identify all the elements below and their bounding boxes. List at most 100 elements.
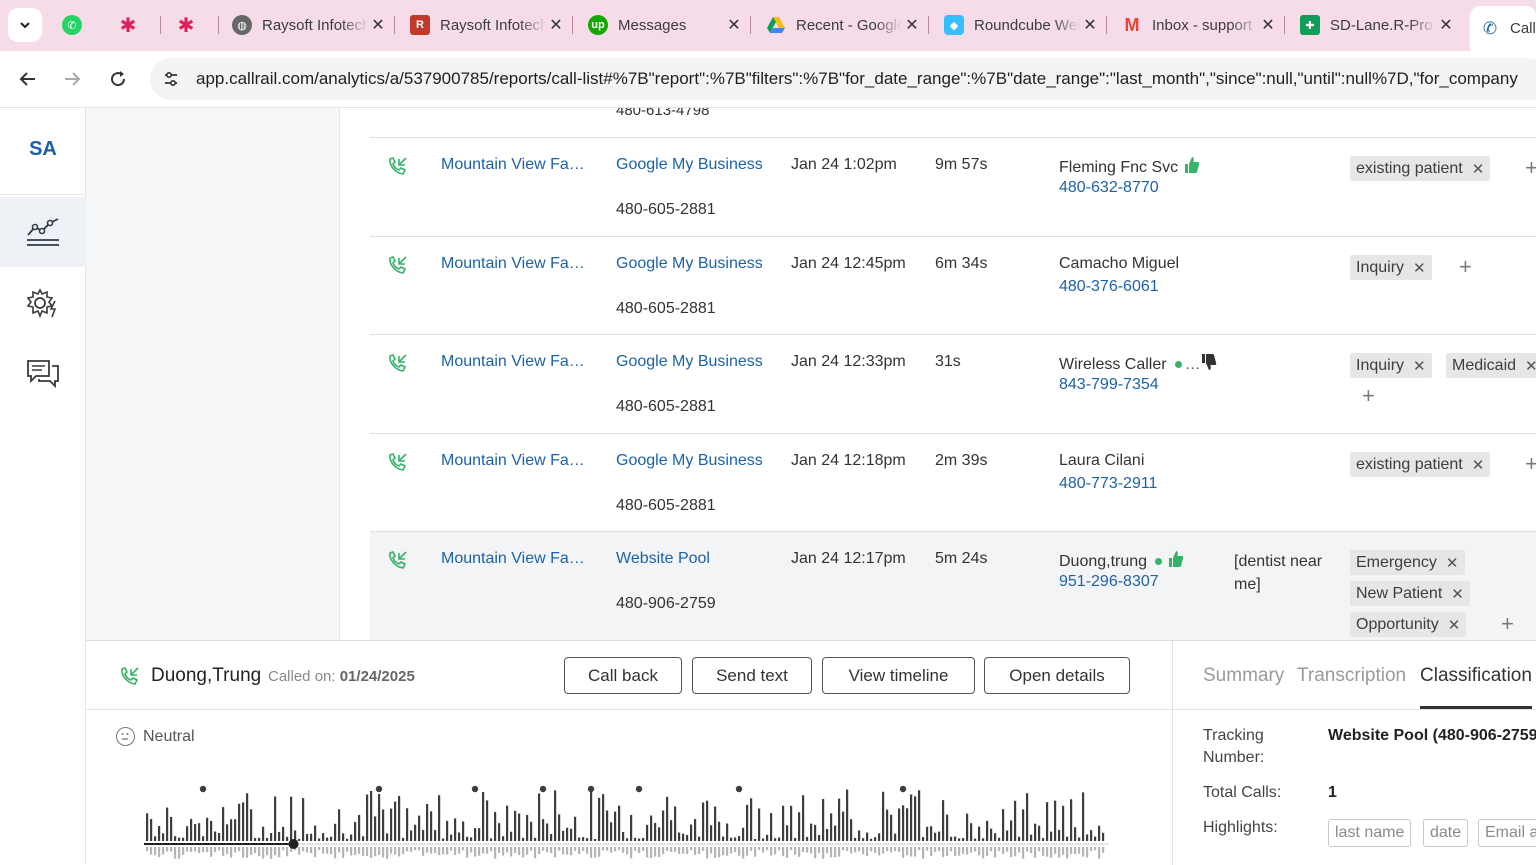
browser-tab[interactable]: ✱ <box>166 8 219 42</box>
source-link[interactable]: Google My Business <box>616 156 763 173</box>
company-link[interactable]: Mountain View Family Dentistry <box>441 550 591 567</box>
waveform-bar <box>382 847 385 858</box>
tag-label: existing patient <box>1356 159 1463 177</box>
highlight-chip[interactable]: Email address <box>1478 819 1536 847</box>
add-tag-button[interactable]: + <box>1501 611 1514 636</box>
source-link[interactable]: Google My Business <box>616 353 763 370</box>
browser-tab[interactable]: ◍ Raysoft Infotech ✕ <box>222 8 395 42</box>
close-tab-icon[interactable]: ✕ <box>1083 17 1097 34</box>
back-button[interactable] <box>14 65 42 93</box>
remove-tag-icon[interactable]: ✕ <box>1413 259 1426 277</box>
waveform-bar <box>1002 847 1005 854</box>
call-row[interactable]: Mountain View Family Dentistry Google My … <box>370 335 1536 434</box>
nav-analytics[interactable] <box>0 197 86 267</box>
caller-phone-link[interactable]: 951-296-8307 <box>1059 573 1159 590</box>
inbound-call-icon <box>386 452 408 474</box>
waveform-bar <box>154 836 157 841</box>
add-tag-button[interactable]: + <box>1362 383 1375 408</box>
waveform-bar <box>1082 792 1085 841</box>
caller-name[interactable]: Wireless Caller… <box>1059 353 1217 376</box>
waveform-bar <box>846 847 849 852</box>
source-link[interactable]: Website Pool <box>616 550 710 567</box>
remove-tag-icon[interactable]: ✕ <box>1445 554 1459 572</box>
add-tag-button[interactable]: + <box>1525 451 1536 476</box>
waveform-bar <box>962 838 965 841</box>
company-link[interactable]: Mountain View Family Dentistry <box>441 353 591 370</box>
source-link[interactable]: Google My Business <box>616 452 763 469</box>
caller-name[interactable]: Camacho Miguel <box>1059 255 1179 273</box>
caller-name[interactable]: Fleming Fnc Svc <box>1059 156 1200 179</box>
tag-label: Emergency <box>1356 553 1437 571</box>
browser-tab[interactable]: R Raysoft Infotech ✕ <box>400 8 573 42</box>
remove-tag-icon[interactable]: ✕ <box>1471 456 1485 474</box>
caller-phone-link[interactable]: 480-376-6061 <box>1059 278 1159 295</box>
browser-tab[interactable]: Recent - Google Drive ✕ <box>756 8 929 42</box>
close-tab-icon[interactable]: ✕ <box>905 17 919 34</box>
call-row[interactable]: Mountain View Family Dentistry Google My … <box>370 138 1536 237</box>
nav-messages[interactable] <box>0 338 86 408</box>
tab-classification[interactable]: Classification <box>1420 665 1532 686</box>
remove-tag-icon[interactable]: ✕ <box>1413 357 1426 375</box>
caller-phone-link[interactable]: 480-773-2911 <box>1059 475 1158 492</box>
remove-tag-icon[interactable]: ✕ <box>1471 160 1485 178</box>
waveform-bar <box>1042 847 1045 856</box>
browser-tab[interactable]: M Inbox - support ✕ <box>1112 8 1285 42</box>
browser-tab[interactable]: ◆ Roundcube Webmail ✕ <box>934 8 1107 42</box>
highlight-chip[interactable]: date <box>1423 819 1469 847</box>
close-tab-icon[interactable]: ✕ <box>727 17 741 34</box>
waveform-bar <box>494 847 497 859</box>
close-tab-icon[interactable]: ✕ <box>1439 17 1453 34</box>
waveform-bar <box>870 847 873 852</box>
view-timeline-button[interactable]: View timeline <box>822 657 975 694</box>
tab-transcription[interactable]: Transcription <box>1297 665 1407 686</box>
source-link[interactable]: Google My Business <box>616 255 763 272</box>
waveform-bar <box>614 811 617 841</box>
waveform-bar <box>518 813 521 841</box>
account-avatar[interactable]: SA <box>29 138 57 160</box>
waveform-bar <box>162 833 165 841</box>
caller-phone-link[interactable]: 843-799-7354 <box>1059 376 1159 393</box>
call-row[interactable]: Mountain View Family Dentistry Google My … <box>370 434 1536 532</box>
send-text-button[interactable]: Send text <box>692 657 812 694</box>
nav-settings[interactable] <box>0 269 86 339</box>
caller-name[interactable]: Duong,trung <box>1059 550 1184 573</box>
highlight-chip[interactable]: last name <box>1328 819 1412 847</box>
company-link[interactable]: Mountain View Family Dentistry <box>441 156 591 173</box>
reload-button[interactable] <box>104 65 132 93</box>
caller-name[interactable]: Laura Cilani <box>1059 452 1144 470</box>
forward-button[interactable] <box>58 65 86 93</box>
playback-scrubber[interactable] <box>288 839 299 849</box>
waveform-bar <box>926 847 929 851</box>
caller-phone-link[interactable]: 480-632-8770 <box>1059 179 1159 196</box>
remove-tag-icon[interactable]: ✕ <box>1525 357 1536 375</box>
waveform-bar <box>974 838 977 841</box>
status-dot <box>1174 361 1182 368</box>
close-tab-icon[interactable]: ✕ <box>1261 17 1275 34</box>
call-info-panel: Summary Transcription Classification Tra… <box>1173 641 1536 865</box>
add-tag-button[interactable]: + <box>1525 155 1536 180</box>
company-link[interactable]: Mountain View Family Dentistry <box>441 255 591 272</box>
slack-icon: ✱ <box>177 14 195 37</box>
remove-tag-icon[interactable]: ✕ <box>1447 616 1461 634</box>
call-row[interactable]: Mountain View Family Dentistry Google My … <box>370 237 1536 335</box>
tab-search-button[interactable] <box>8 8 42 42</box>
company-link[interactable]: Mountain View Family Dentistry <box>441 452 591 469</box>
close-tab-icon[interactable]: ✕ <box>371 17 385 34</box>
tab-summary[interactable]: Summary <box>1203 665 1285 686</box>
call-back-button[interactable]: Call back <box>564 657 682 694</box>
call-audio-waveform[interactable] <box>144 781 1114 865</box>
url-field[interactable]: app.callrail.com/analytics/a/537900785/r… <box>150 58 1536 100</box>
remove-tag-icon[interactable]: ✕ <box>1451 585 1464 603</box>
call-row[interactable]: Mountain View Family Dentistry Website Po… <box>370 532 1536 640</box>
browser-tab-active[interactable]: ✆ Call <box>1470 6 1536 51</box>
browser-tab[interactable]: up Messages ✕ <box>578 8 751 42</box>
waveform-bar <box>1014 847 1017 857</box>
call-date: Jan 24 1:02pm <box>791 156 897 173</box>
open-details-button[interactable]: Open details <box>984 657 1130 694</box>
add-tag-button[interactable]: + <box>1459 254 1472 279</box>
browser-tab[interactable]: ✚ SD-Lane.R-Pro ✕ <box>1290 8 1462 42</box>
browser-tab[interactable]: ✱ <box>108 8 161 42</box>
close-tab-icon[interactable]: ✕ <box>549 17 563 34</box>
browser-tab[interactable]: ✆ <box>52 8 100 42</box>
site-settings-icon[interactable] <box>158 66 184 92</box>
